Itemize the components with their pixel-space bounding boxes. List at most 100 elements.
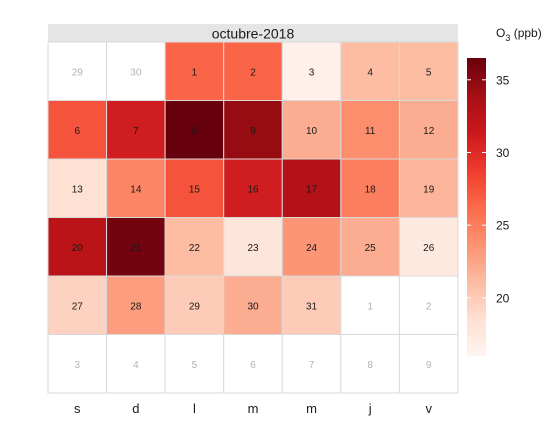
day-cell-rect [223, 100, 283, 160]
colorbar-title: O3 (ppb) [496, 26, 542, 43]
calendar-day-cell: 4 [340, 41, 400, 101]
day-cell-rect [398, 217, 459, 277]
panel-title-strip [48, 24, 458, 42]
calendar-day-cell: 10 [281, 100, 342, 160]
day-number-label: 25 [365, 243, 377, 254]
calendar-day-cell: 8 [164, 100, 225, 160]
calendar-day-cell: 5 [164, 334, 225, 394]
day-cell-rect [223, 217, 283, 277]
calendar-day-cell: 2 [223, 41, 283, 101]
day-number-label: 31 [306, 301, 318, 312]
day-number-label: 21 [130, 243, 142, 254]
calendar-day-cell: 9 [398, 334, 459, 394]
calendar-day-cell: 8 [340, 334, 400, 394]
day-cell-rect [223, 275, 283, 335]
day-cell-rect [281, 217, 342, 277]
day-cell-rect [47, 217, 108, 277]
calendar-day-cell: 16 [223, 158, 283, 218]
day-number-label: 2 [250, 67, 256, 78]
day-number-label: 24 [306, 243, 318, 254]
colorbar-tick-label: 20 [496, 291, 510, 305]
colorbar-tick-label: 30 [496, 146, 510, 160]
calendar-day-cell: 23 [223, 217, 283, 277]
colorbar-gradient [467, 58, 486, 356]
day-number-label: 13 [72, 184, 84, 195]
day-number-label: 26 [423, 243, 435, 254]
weekday-label: l [193, 401, 196, 416]
day-cell-rect [281, 100, 342, 160]
calendar-day-cell: 30 [106, 41, 166, 101]
calendar-day-cell: 13 [47, 158, 108, 218]
day-cell-rect [106, 100, 166, 160]
weekday-label: v [425, 401, 432, 416]
day-cell-rect [47, 100, 108, 160]
calendar-day-cell: 18 [340, 158, 400, 218]
day-number-label: 1 [192, 67, 198, 78]
day-cell-rect [106, 217, 166, 277]
day-number-label: 18 [365, 184, 377, 195]
day-cell-rect [164, 275, 225, 335]
calendar-day-cell: 6 [47, 100, 108, 160]
day-cell-rect [47, 41, 108, 101]
day-number-label: 9 [426, 360, 432, 371]
day-cell-rect [398, 41, 459, 101]
calendar-day-cell: 11 [340, 100, 400, 160]
day-cell-rect [398, 275, 459, 335]
day-number-label: 5 [192, 360, 198, 371]
calendar-day-cell: 3 [47, 334, 108, 394]
day-cell-rect [106, 334, 166, 394]
day-cell-rect [164, 217, 225, 277]
calendar-day-cell: 7 [106, 100, 166, 160]
calendar-day-cell: 21 [106, 217, 166, 277]
day-cell-rect [164, 158, 225, 218]
weekday-label: m [306, 401, 317, 416]
calendar-day-cell: 27 [47, 275, 108, 335]
calendar-day-cell: 22 [164, 217, 225, 277]
day-number-label: 3 [309, 67, 315, 78]
calendar-day-cell: 4 [106, 334, 166, 394]
calendar-day-cell: 25 [340, 217, 400, 277]
day-cell-rect [340, 158, 400, 218]
colorbar-title-subscript: 3 [505, 33, 510, 43]
calendar-day-cell: 1 [340, 275, 400, 335]
day-number-label: 4 [367, 67, 373, 78]
day-cell-rect [281, 275, 342, 335]
colorbar-title-main: O [496, 26, 505, 40]
weekday-label: m [248, 401, 259, 416]
colorbar-tick-label: 35 [496, 73, 510, 87]
day-number-label: 19 [423, 184, 435, 195]
colorbar-legend: O3 (ppb) 20 25 30 35 [467, 26, 542, 356]
day-cell-rect [281, 158, 342, 218]
calendar-day-cell: 31 [281, 275, 342, 335]
day-cell-rect [106, 158, 166, 218]
day-number-label: 8 [192, 126, 198, 137]
day-cell-rect [340, 217, 400, 277]
day-number-label: 16 [247, 184, 259, 195]
day-number-label: 23 [247, 243, 259, 254]
calendar-day-cell: 30 [223, 275, 283, 335]
day-cell-rect [223, 334, 283, 394]
day-cell-rect [164, 100, 225, 160]
day-cell-rect [340, 275, 400, 335]
day-number-label: 12 [423, 126, 435, 137]
day-number-label: 30 [130, 67, 142, 78]
day-number-label: 27 [72, 301, 84, 312]
calendar-day-cell: 7 [281, 334, 342, 394]
day-number-label: 29 [72, 67, 84, 78]
day-number-label: 30 [247, 301, 259, 312]
colorbar-ticks: 20 25 30 35 [467, 73, 510, 305]
panel-border [47, 41, 459, 394]
calendar-day-cell: 6 [223, 334, 283, 394]
day-number-label: 5 [426, 67, 432, 78]
weekday-label: s [74, 401, 81, 416]
day-number-label: 8 [367, 360, 373, 371]
day-number-label: 9 [250, 126, 256, 137]
calendar-day-cell: 2 [398, 275, 459, 335]
calendar-day-cell: 29 [164, 275, 225, 335]
day-number-label: 22 [189, 243, 201, 254]
day-number-label: 28 [130, 301, 142, 312]
calendar-day-cell: 29 [47, 41, 108, 101]
